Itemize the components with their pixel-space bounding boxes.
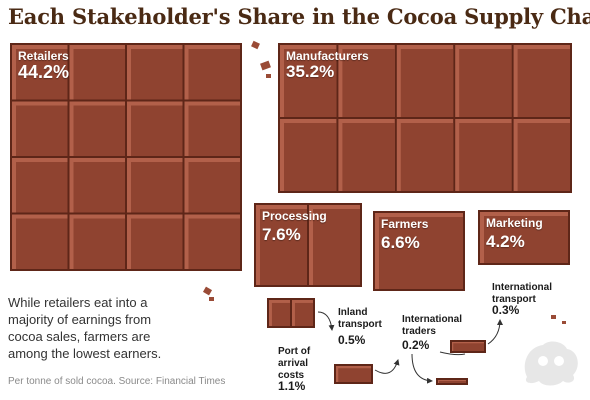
chocolate-segment-face (73, 105, 125, 156)
chocolate-segment-face (439, 381, 466, 383)
chocolate-segment-face (16, 162, 68, 213)
bar-retailers: Retailers 44.2% (10, 43, 242, 271)
bar-farmers: Farmers 6.6% (373, 211, 465, 291)
chocolate-segment-face (284, 123, 337, 191)
chocolate-segment-face (131, 49, 183, 100)
piece-international-traders-chocolate (436, 378, 468, 385)
bar-label-retailers: Retailers (18, 49, 69, 63)
piece-inland-transport-chocolate (334, 364, 373, 384)
bar-value-processing: 7.6% (262, 225, 301, 244)
chocolate-segment-face (342, 123, 395, 191)
chocolate-segment-face (260, 209, 307, 285)
bar-manufacturers-chocolate (278, 43, 572, 193)
chocolate-crumb (209, 297, 214, 301)
chocolate-segment-face (131, 218, 183, 269)
chocolate-segment-face (338, 368, 371, 382)
callout-label-line: transport (338, 319, 382, 330)
arrow-inland-to-traders (374, 359, 400, 374)
callout-label-line: transport (492, 294, 536, 305)
chart-title: Each Stakeholder's Share in the Cocoa Su… (8, 4, 590, 29)
chocolate-segment-face (73, 162, 125, 213)
callout-label-line: Port of (278, 346, 311, 357)
bar-label-marketing: Marketing (486, 216, 543, 230)
piece-port-of-arrival-costs-chocolate (267, 298, 315, 328)
chocolate-crumb (551, 315, 556, 319)
piece-port-of-arrival-costs (267, 298, 315, 328)
callout-label-international-transport: International transport (492, 282, 552, 306)
bar-value-manufacturers: 35.2% (286, 62, 335, 81)
chocolate-segment-face (459, 49, 512, 117)
bar-manufacturers: Manufacturers 35.2% (278, 43, 572, 193)
chocolate-crumb (562, 321, 566, 324)
chocolate-segment-face (16, 218, 68, 269)
callout-label-port-of-arrival-costs: Port of arrival costs (278, 346, 310, 382)
bar-value-retailers: 44.2% (18, 62, 70, 82)
bar-label-farmers: Farmers (381, 217, 429, 231)
chocolate-segment-face (379, 217, 463, 289)
chocolate-segment-face (313, 209, 360, 285)
description-text: While retailers eat into a majority of e… (8, 295, 162, 361)
piece-international-transport-chocolate (450, 340, 486, 353)
callout-label-line: International (492, 282, 553, 293)
chocolate-segment-face (188, 218, 240, 269)
chocolate-segment-face (294, 302, 313, 326)
callout-value-port-of-arrival-costs: 1.1% (278, 379, 306, 393)
piece-international-traders (436, 378, 468, 385)
callout-label-international-traders: International traders (402, 314, 462, 338)
chocolate-segment-face (73, 49, 125, 100)
bar-retailers-chocolate (10, 43, 242, 271)
callout-value-international-traders: 0.2% (402, 338, 430, 352)
chocolate-segment-face (484, 216, 568, 263)
chocolate-segment-face (188, 49, 240, 100)
callout-value-inland-transport: 0.5% (338, 333, 366, 347)
chocolate-segment-face (16, 49, 68, 100)
chocolate-crumb (260, 60, 271, 71)
bar-processing: Processing 7.6% (254, 203, 362, 287)
callout-label-line: Inland (338, 307, 368, 318)
callout-value-international-transport: 0.3% (492, 303, 520, 317)
piece-international-transport (450, 340, 486, 353)
bar-value-farmers: 6.6% (381, 233, 420, 252)
chocolate-segment-face (400, 123, 454, 191)
bar-marketing: Marketing 4.2% (478, 210, 570, 265)
callout-label-line: International (402, 314, 463, 325)
chocolate-segment-face (453, 343, 484, 351)
chocolate-segment-face (16, 105, 68, 156)
bar-processing-chocolate (254, 203, 362, 287)
watermark-icon (524, 341, 578, 386)
callout-label-inland-transport: Inland transport (338, 307, 382, 331)
chocolate-segment-face (188, 162, 240, 213)
arrow-to-international-transport (487, 319, 503, 345)
bar-label-processing: Processing (262, 209, 327, 223)
chocolate-segment-face (188, 105, 240, 156)
footnote-source: Per tonne of sold cocoa. Source: Financi… (8, 376, 226, 387)
chocolate-segment-face (517, 123, 570, 191)
callout-label-line: traders (402, 326, 436, 337)
arrow-traders-to-piece (411, 353, 433, 384)
callout-label-line: costs (278, 370, 305, 381)
arrow-port-to-inland (317, 311, 335, 331)
chocolate-segment-face (459, 123, 512, 191)
bar-label-manufacturers: Manufacturers (286, 49, 369, 63)
chocolate-segment-face (271, 302, 290, 326)
callout-label-line: arrival (278, 358, 309, 369)
chocolate-crumb (266, 74, 271, 78)
chocolate-crumb (202, 286, 213, 296)
piece-inland-transport (334, 364, 373, 384)
chocolate-segment-face (400, 49, 454, 117)
chocolate-crumb (251, 40, 260, 50)
chocolate-segment-face (131, 105, 183, 156)
chocolate-segment-face (131, 162, 183, 213)
chocolate-segment-face (517, 49, 570, 117)
chocolate-segment-face (342, 49, 395, 117)
chocolate-segment-face (73, 218, 125, 269)
bar-farmers-chocolate (373, 211, 465, 291)
bar-marketing-chocolate (478, 210, 570, 265)
bar-value-marketing: 4.2% (486, 232, 525, 251)
chocolate-segment-face (284, 49, 337, 117)
